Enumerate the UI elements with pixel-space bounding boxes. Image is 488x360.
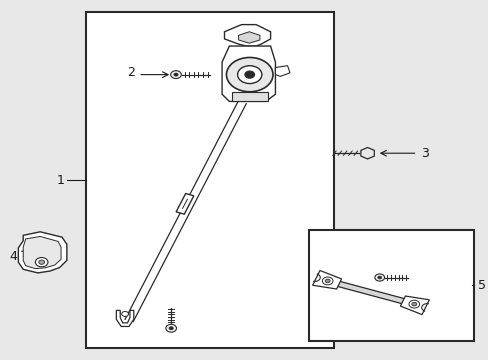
Circle shape (226, 58, 272, 92)
Polygon shape (224, 24, 270, 46)
Polygon shape (238, 32, 260, 43)
Circle shape (411, 302, 416, 306)
Circle shape (165, 324, 176, 332)
Polygon shape (222, 46, 275, 102)
Polygon shape (19, 232, 67, 273)
Circle shape (35, 257, 48, 267)
Text: 4: 4 (9, 250, 17, 263)
Circle shape (325, 279, 329, 283)
Circle shape (322, 277, 332, 285)
Circle shape (408, 300, 419, 308)
Text: 5: 5 (477, 279, 485, 292)
Text: 2: 2 (127, 66, 135, 79)
Circle shape (244, 71, 254, 78)
Circle shape (122, 311, 128, 316)
Bar (86, 12, 333, 348)
Text: 3: 3 (420, 147, 428, 160)
Polygon shape (176, 194, 193, 214)
Circle shape (377, 276, 381, 279)
Polygon shape (275, 66, 289, 76)
Circle shape (39, 260, 44, 264)
Polygon shape (116, 310, 134, 327)
Polygon shape (23, 237, 61, 269)
Circle shape (237, 66, 261, 84)
Polygon shape (326, 278, 415, 307)
Circle shape (374, 274, 384, 281)
Circle shape (170, 71, 181, 78)
Polygon shape (312, 270, 341, 289)
Bar (309, 230, 473, 341)
Circle shape (174, 73, 178, 76)
Text: 1: 1 (57, 174, 64, 186)
Circle shape (169, 327, 173, 330)
Polygon shape (360, 148, 373, 159)
Polygon shape (400, 296, 428, 315)
Bar (231, 93, 267, 102)
